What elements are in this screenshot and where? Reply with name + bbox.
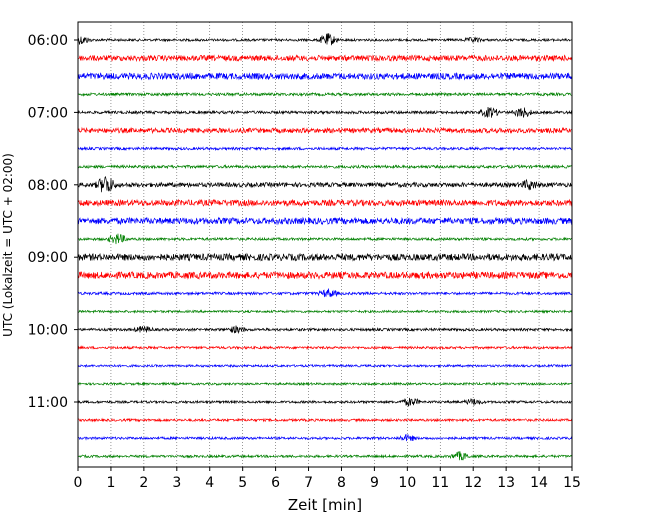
trace-0745	[77, 164, 573, 170]
x-tick-label: 1	[106, 475, 115, 491]
trace-0800	[77, 175, 573, 193]
x-tick-label: 12	[464, 475, 482, 491]
trace-0915	[77, 270, 573, 280]
trace-0715	[77, 126, 573, 135]
plot-frame	[77, 21, 573, 468]
seismogram-traces	[77, 33, 573, 461]
trace-0930	[77, 288, 573, 298]
trace-1130	[77, 433, 573, 442]
x-tick-label: 0	[74, 475, 83, 491]
y-tick-label: 07:00	[28, 105, 68, 121]
y-tick-label: 08:00	[28, 178, 68, 194]
trace-0645	[77, 91, 573, 97]
x-tick-label: 10	[398, 475, 416, 491]
y-tick-label: 09:00	[28, 250, 68, 266]
trace-0845	[77, 233, 573, 245]
x-tick-label: 15	[563, 475, 581, 491]
y-axis-ticks: 06:00 07:00 08:00 09:00 10:00 11:00	[28, 33, 78, 411]
grid	[110, 22, 540, 467]
trace-0615	[77, 54, 573, 63]
trace-0730	[77, 145, 573, 152]
trace-1015	[77, 345, 573, 351]
trace-0700	[77, 106, 573, 118]
x-tick-label: 8	[337, 475, 346, 491]
y-tick-label: 10:00	[28, 323, 68, 339]
trace-1045	[77, 381, 573, 387]
y-tick-label: 11:00	[28, 395, 68, 411]
trace-1000	[77, 325, 573, 334]
trace-0945	[77, 309, 573, 314]
x-tick-label: 13	[497, 475, 515, 491]
trace-0600	[77, 33, 573, 46]
trace-0830	[77, 216, 573, 226]
trace-0630	[77, 72, 573, 81]
x-tick-label: 3	[172, 475, 181, 491]
x-tick-label: 2	[139, 475, 148, 491]
x-tick-label: 9	[370, 475, 379, 491]
trace-0815	[77, 198, 573, 208]
x-tick-label: 7	[304, 475, 313, 491]
trace-1115	[77, 417, 573, 423]
trace-1145	[77, 451, 573, 461]
x-tick-label: 14	[530, 475, 548, 491]
x-tick-label: 6	[271, 475, 280, 491]
trace-1030	[77, 363, 573, 369]
x-tick-label: 4	[205, 475, 214, 491]
x-axis-title: Zeit [min]	[288, 496, 362, 514]
y-tick-label: 06:00	[28, 33, 68, 49]
trace-0900	[77, 252, 573, 262]
y-axis-title: UTC (Lokalzeit = UTC + 02:00)	[1, 153, 15, 337]
x-tick-label: 11	[431, 475, 449, 491]
trace-1100	[77, 397, 573, 407]
x-axis-ticks: 0 1 2 3 4 5 6 7 8 9 10 11 12 13 14 15	[74, 467, 581, 491]
x-tick-label: 5	[238, 475, 247, 491]
